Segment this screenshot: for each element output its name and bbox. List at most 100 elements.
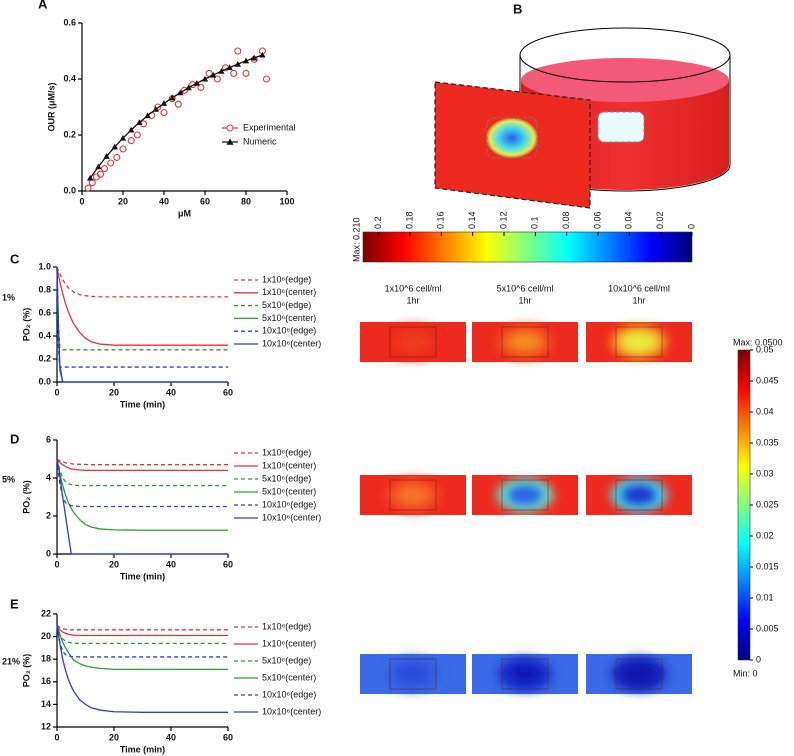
column-header: 1hr <box>518 295 531 305</box>
data-point <box>96 170 104 178</box>
y-tick-label: 18 <box>41 654 51 664</box>
side-label: 1% <box>2 292 15 302</box>
legend-label: Experimental <box>243 122 296 132</box>
heatmap-core <box>395 485 431 505</box>
x-tick-label: 0 <box>54 732 59 742</box>
series-line <box>56 266 228 346</box>
colorbar <box>362 231 693 263</box>
medium-surface <box>521 58 729 102</box>
gel-outline <box>615 658 663 690</box>
series-line <box>56 266 228 351</box>
y-tick-label: 22 <box>41 608 51 618</box>
series-line <box>56 625 228 671</box>
heatmap-cell <box>360 475 466 515</box>
slice-gel-outline <box>486 117 538 159</box>
colorbar-tick-label: 0.08 <box>561 211 571 229</box>
x-tick-label: 60 <box>223 732 233 742</box>
y-tick-label: 0.0 <box>63 185 76 195</box>
legend-label: 5x10⁶(center) <box>262 313 316 323</box>
colorbar-tick-label: 0.02 <box>655 211 665 229</box>
data-point <box>160 100 168 106</box>
legend-label: 5x10⁶(edge) <box>262 655 311 665</box>
data-point <box>213 75 221 83</box>
data-point <box>185 84 192 91</box>
data-point <box>230 69 238 77</box>
legend-marker <box>226 138 234 145</box>
x-axis-title: Time (min) <box>120 571 165 581</box>
data-point <box>87 174 94 181</box>
hydrogel <box>597 111 645 143</box>
colorbar-tick-label: 0.045 <box>756 375 779 385</box>
column-header: 1x10^6 cell/ml <box>385 283 442 293</box>
x-axis-title: Time (min) <box>120 744 165 754</box>
x-tick-label: 60 <box>223 387 233 397</box>
side-label: 5% <box>2 474 15 484</box>
y-tick-label: 1.0 <box>38 261 51 271</box>
y-tick-label: 0.8 <box>38 284 51 294</box>
x-tick-label: 80 <box>241 196 251 206</box>
panel-label: B <box>513 1 522 16</box>
series-line <box>56 458 228 531</box>
colorbar-tick-label: 0.06 <box>592 211 602 229</box>
panel-label: A <box>38 0 48 11</box>
legend-label: 10x10⁶(edge) <box>262 689 316 699</box>
colorbar-max: Max: 0.0500 <box>733 337 783 347</box>
colorbar-tick-label: 0.18 <box>404 211 414 229</box>
x-tick-label: 60 <box>223 559 233 569</box>
heatmap-cell <box>586 475 692 515</box>
legend-label: 5x10⁶(edge) <box>262 473 311 483</box>
colorbar-tick-label: 0 <box>756 654 761 664</box>
y-tick-label: 20 <box>41 631 51 641</box>
gel-outline <box>501 326 549 358</box>
data-point <box>210 71 217 78</box>
data-point <box>218 67 225 74</box>
y-tick-label: 6 <box>46 434 51 444</box>
column-header: 5x10^6 cell/ml <box>497 283 554 293</box>
dish-illustration <box>434 27 731 209</box>
y-axis-title: PO₂ (%) <box>21 654 31 688</box>
heatmap-core <box>621 332 657 352</box>
colorbar-tick-label: 0.035 <box>756 437 779 447</box>
data-point <box>234 47 242 55</box>
y-tick-label: 0 <box>46 548 51 558</box>
column-header: 10x10^6 cell/ml <box>608 283 670 293</box>
series-line <box>56 266 228 383</box>
heatmap-core <box>507 332 543 352</box>
panel-label: E <box>10 596 19 611</box>
colorbar-tick-label: 0.005 <box>756 623 779 633</box>
data-point <box>174 100 182 108</box>
colorbar-tick-label: 0.1 <box>530 216 540 229</box>
data-point <box>107 159 115 167</box>
gel-outline <box>389 658 437 690</box>
column-header: 1hr <box>632 295 645 305</box>
x-tick-label: 0 <box>54 387 59 397</box>
colorbar-tick-label: 0.05 <box>756 344 774 354</box>
y-tick-label: 4 <box>46 472 51 482</box>
data-point <box>201 75 209 82</box>
heatmap-core <box>621 485 657 505</box>
gel-outline <box>389 479 437 511</box>
legend-label: 10x10⁶(center) <box>262 706 321 716</box>
colorbar-tick-label: 0.12 <box>498 211 508 229</box>
legend-label: 1x10⁶(edge) <box>262 621 311 631</box>
data-point <box>226 64 233 71</box>
x-tick-label: 40 <box>166 732 176 742</box>
gel-outline <box>389 326 437 358</box>
heatmap-core <box>395 664 431 684</box>
colorbar-tick-label: 0.16 <box>436 211 446 229</box>
data-point <box>103 153 110 159</box>
data-point <box>144 112 151 119</box>
data-point <box>242 69 250 77</box>
data-point <box>113 153 121 161</box>
y-tick-label: 16 <box>41 676 51 686</box>
heatmap-cell <box>586 322 692 362</box>
series-line <box>56 625 228 713</box>
series-line <box>56 625 228 658</box>
colorbar-tick-label: 0.2 <box>373 216 383 229</box>
legend-label: Numeric <box>243 136 277 146</box>
gel-outline <box>615 326 663 358</box>
colorbar-tick-label: 0.04 <box>624 211 634 229</box>
colorbar-tick-label: 0.14 <box>467 211 477 229</box>
